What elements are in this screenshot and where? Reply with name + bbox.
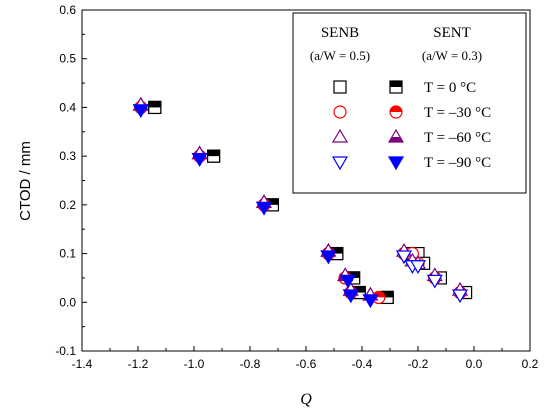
data-point-t0-square-half: [148, 100, 162, 115]
x-tick-label: -0.4: [352, 357, 373, 371]
legend-row-t60: T = –60 °C: [424, 130, 491, 146]
x-tick-label: 0.0: [466, 357, 483, 371]
y-tick-label: 0.6: [59, 3, 76, 17]
x-axis: -1.4 -1.2 -1.0 -0.8 -0.6 -0.4 -0.2 0.0 0.2: [72, 346, 539, 371]
legend-sent-title: SENT: [433, 25, 471, 41]
y-axis-title: CTOD / mm: [17, 141, 34, 221]
legend-marker-senb-t0: [333, 80, 347, 94]
legend-marker-sent-t60: [387, 128, 405, 143]
y-axis: -0.1 0.0 0.1 0.2 0.3 0.4 0.5 0.6: [55, 3, 87, 358]
data-point-t90-triangle-down-open: [426, 274, 443, 289]
data-point-t90-triangle-down-filled: [132, 104, 149, 119]
legend-senb-subtitle: (a/W = 0.5): [310, 48, 370, 63]
legend-marker-senb-t90: [331, 156, 349, 171]
legend-marker-senb-t60: [331, 128, 349, 143]
data-point-t90-triangle-down-filled: [342, 289, 359, 304]
legend-marker-sent-t0: [389, 80, 403, 94]
legend-marker-sent-t90: [387, 156, 405, 171]
legend-sent-subtitle: (a/W = 0.3): [422, 48, 482, 63]
legend-row-t30: T = –30 °C: [424, 105, 491, 121]
y-tick-label: -0.1: [55, 344, 76, 358]
data-point-t90-triangle-down-open: [409, 260, 427, 274]
legend-row-t90: T = –90 °C: [424, 155, 491, 171]
x-tick-label: 0.2: [522, 357, 539, 371]
legend-senb-title: SENB: [321, 25, 359, 41]
x-tick-label: -1.4: [72, 357, 93, 371]
x-tick-label: -0.6: [296, 357, 317, 371]
legend-row-t0: T = 0 °C: [424, 80, 476, 96]
y-tick-label: 0.4: [59, 100, 76, 114]
data-point-t90-triangle-down-filled: [339, 274, 357, 289]
data-point-t90-triangle-down-filled: [362, 294, 379, 309]
legend-marker-senb-t30: [333, 105, 347, 119]
data-point-t90-triangle-down-filled: [191, 152, 208, 167]
y-tick-label: 0.2: [59, 198, 76, 212]
data-point-t0-square-half: [207, 149, 221, 163]
legend: SENB SENT (a/W = 0.5) (a/W = 0.3) T = 0 …: [292, 12, 527, 194]
x-tick-label: -1.2: [128, 357, 149, 371]
x-axis-title: Q: [300, 391, 312, 408]
data-points: [132, 96, 473, 309]
data-point-t90-triangle-down-filled: [320, 250, 337, 265]
x-tick-label: -1.0: [184, 357, 205, 371]
legend-markers: [331, 80, 405, 171]
data-point-t90-triangle-down-open: [451, 289, 469, 304]
x-tick-label: -0.8: [240, 357, 261, 371]
data-point-t90-triangle-down-filled: [255, 201, 273, 216]
y-tick-label: 0.3: [59, 149, 76, 163]
y-tick-label: 0.5: [59, 52, 76, 66]
legend-marker-sent-t30: [389, 105, 403, 119]
data-point-t90-triangle-down-open: [395, 250, 413, 265]
x-tick-label: -0.2: [408, 357, 429, 371]
y-tick-label: 0.1: [59, 247, 76, 261]
legend-box: [292, 12, 527, 194]
y-tick-label: 0.0: [59, 295, 76, 309]
